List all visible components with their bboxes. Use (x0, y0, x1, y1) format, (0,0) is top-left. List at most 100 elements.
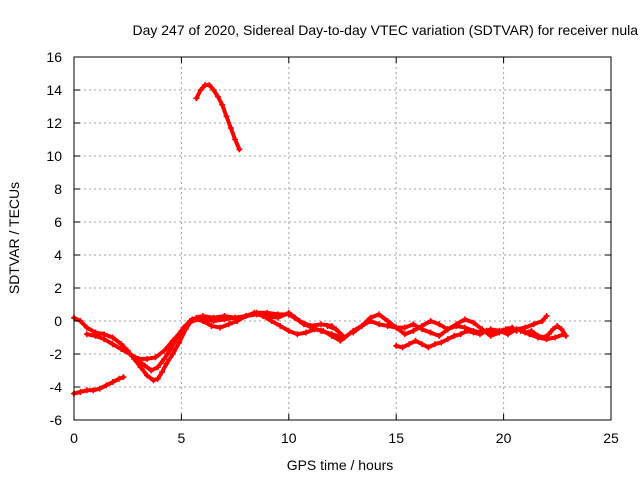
series-trace (72, 375, 126, 396)
data-point (163, 360, 170, 367)
data-point (169, 351, 176, 357)
data-point (159, 369, 166, 376)
plot-frame (73, 56, 612, 421)
data-point (210, 314, 217, 321)
data-point (406, 341, 413, 348)
y-tick-label: 8 (54, 181, 62, 197)
data-point (320, 327, 327, 334)
data-point (476, 331, 483, 338)
data-point (77, 388, 84, 395)
data-point (101, 336, 108, 343)
data-point (176, 339, 183, 346)
data-point (489, 329, 496, 336)
data-point (436, 332, 443, 339)
data-point (530, 321, 537, 328)
data-point (560, 331, 567, 338)
data-point (96, 385, 103, 392)
y-tick-label: -6 (50, 412, 63, 428)
data-point (350, 329, 357, 336)
data-point (302, 329, 309, 336)
data-point (210, 87, 217, 93)
y-tick-label: -2 (50, 346, 63, 362)
data-point (410, 327, 417, 334)
data-point (410, 321, 417, 328)
data-point (376, 311, 383, 318)
x-tick-label: 15 (388, 430, 404, 446)
data-point (399, 344, 406, 351)
data-point (502, 326, 509, 333)
data-point (109, 379, 116, 386)
x-tick-label: 20 (496, 430, 512, 446)
data-point (558, 326, 565, 333)
data-point (236, 146, 243, 153)
series-arc-8 (393, 324, 516, 351)
data-point (103, 382, 110, 389)
data-point (126, 351, 133, 357)
data-point (197, 87, 204, 93)
data-point (83, 324, 90, 331)
y-tick-label: -4 (50, 379, 63, 395)
data-point (137, 364, 144, 371)
data-point (277, 322, 284, 329)
data-point (174, 334, 181, 341)
data-point (152, 354, 159, 361)
data-point (227, 124, 234, 131)
series-arc-3 (135, 309, 335, 374)
data-point (543, 313, 550, 320)
data-point (384, 318, 391, 324)
data-point (451, 332, 458, 339)
data-point (154, 375, 161, 382)
data-point (324, 322, 331, 329)
data-point (545, 331, 552, 338)
data-point (333, 326, 340, 333)
axis-ticks: 0 5 10 15 20 25 -6 -4 -2 0 2 4 6 8 10 12 14 16 (46, 49, 619, 446)
y-tick-label: 16 (46, 49, 62, 65)
data-point (418, 322, 425, 329)
chart-title: Day 247 of 2020, Sidereal Day-to-day VTE… (132, 22, 638, 38)
data-point (337, 337, 344, 344)
data-point (550, 326, 557, 333)
data-point (144, 355, 151, 362)
data-point (425, 344, 432, 351)
data-point (358, 322, 365, 329)
data-point (376, 321, 383, 328)
data-point (135, 357, 142, 364)
data-point (318, 321, 325, 328)
data-point (141, 362, 148, 369)
data-point (219, 101, 226, 108)
data-point (534, 334, 541, 341)
data-point (294, 331, 301, 338)
data-point (328, 332, 335, 339)
data-point (418, 341, 425, 348)
data-point (427, 329, 434, 336)
data-point (154, 364, 161, 371)
x-tick-label: 0 (70, 430, 78, 446)
data-point (180, 324, 187, 331)
data-point (401, 331, 408, 338)
series-arc-10 (517, 327, 567, 343)
data-point (509, 324, 516, 331)
data-point (444, 326, 451, 333)
data-point (232, 314, 239, 321)
data-point (453, 321, 460, 328)
data-point (118, 346, 125, 353)
data-point (275, 311, 282, 318)
data-point (199, 313, 206, 320)
data-point (109, 334, 116, 341)
data-point (223, 113, 230, 120)
data-point (109, 341, 116, 348)
data-point (186, 318, 193, 324)
data-point (225, 321, 232, 328)
x-axis-label: GPS time / hours (287, 457, 394, 473)
data-point (367, 314, 374, 321)
x-tick-label: 10 (281, 430, 297, 446)
data-point (526, 331, 533, 338)
data-point (517, 327, 524, 334)
data-point (341, 334, 348, 341)
data-point (554, 322, 561, 329)
data-point (150, 377, 157, 384)
data-point (120, 374, 127, 381)
data-point (92, 332, 99, 339)
y-tick-label: 0 (54, 313, 62, 329)
